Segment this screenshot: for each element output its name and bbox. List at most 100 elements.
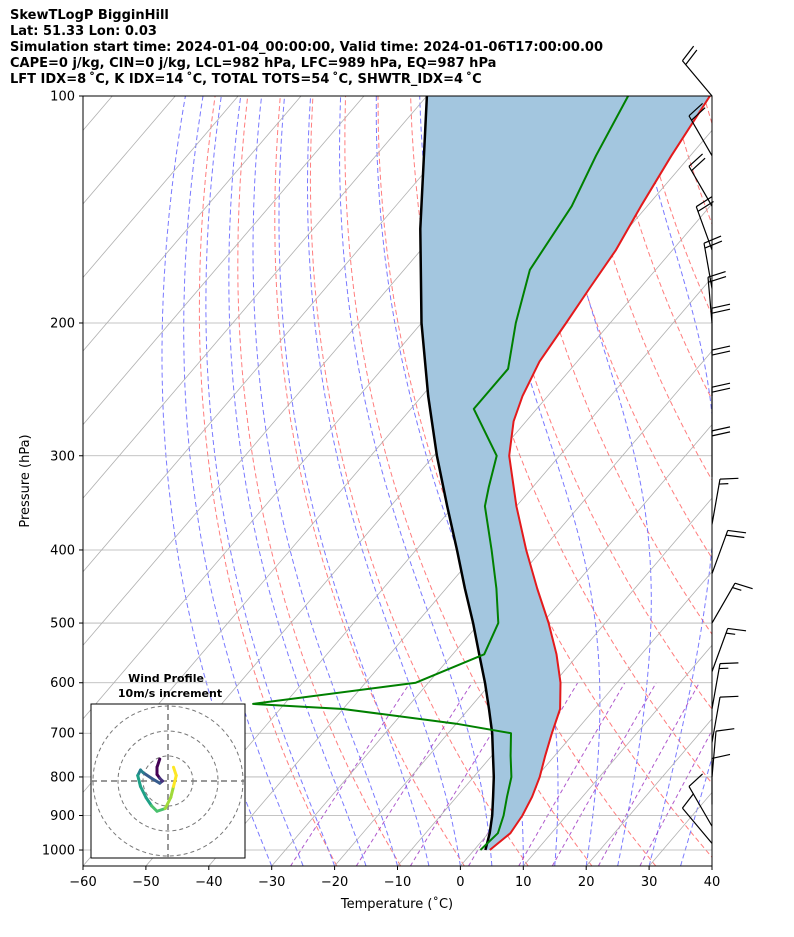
wind-barb: [711, 662, 739, 710]
moist-adiabat: [161, 96, 273, 866]
hodograph-segment: [150, 776, 162, 785]
wind-barb: [681, 793, 713, 844]
moist-adiabat: [711, 864, 712, 866]
barb-flag: [711, 303, 731, 309]
moist-adiabat: [542, 96, 652, 866]
barb-flag: [727, 529, 747, 534]
x-tick-label: 20: [578, 875, 595, 890]
dry-adiabat: [670, 96, 712, 226]
wind-barb: [707, 271, 727, 324]
barb-flag: [711, 387, 731, 393]
hodograph-subtitle: 10m/s increment: [118, 687, 222, 700]
barb-staff: [688, 786, 713, 827]
barb-flag: [681, 45, 695, 62]
mixing-ratio-line: [290, 682, 411, 866]
isotherm: [522, 644, 712, 866]
isotherm: [83, 96, 365, 426]
hodograph-content: [91, 704, 245, 858]
x-tick-label: 40: [704, 875, 721, 890]
barb-flag: [711, 308, 731, 314]
barb-flag: [691, 157, 706, 172]
isotherm: [83, 96, 239, 279]
hodograph-segment: [172, 765, 178, 777]
hodograph-title: Wind Profile: [128, 672, 204, 685]
x-tick-label: −60: [69, 875, 96, 890]
barb-staff: [707, 277, 713, 324]
wind-barb: [711, 582, 753, 624]
barb-flag: [734, 582, 753, 590]
barb-flag: [711, 431, 731, 437]
isotherm: [585, 718, 712, 866]
dry-adiabat: [475, 96, 712, 710]
barb-flag: [719, 662, 739, 665]
x-tick-label: −30: [258, 875, 285, 890]
y-axis-label: Pressure (hPa): [18, 434, 33, 527]
isotherm: [83, 96, 428, 499]
hodograph-segment: [169, 785, 175, 799]
moist-adiabat: [278, 96, 430, 866]
y-tick-label: 900: [50, 809, 75, 824]
barb-staff: [711, 731, 717, 778]
barb-staff: [711, 479, 721, 525]
barb-staff: [681, 60, 713, 97]
barb-flag: [681, 793, 695, 809]
wind-barb: [688, 773, 713, 827]
x-tick-label: −10: [384, 875, 411, 890]
wind-barb: [711, 426, 731, 477]
index-line: LFT IDX=8 ˚C, K IDX=14 ˚C, TOTAL TOTS=54…: [10, 72, 482, 87]
barb-flag: [703, 235, 722, 244]
cape-fill: [420, 96, 710, 850]
y-tick-label: 200: [50, 316, 75, 331]
dry-adiabat: [769, 96, 794, 866]
wind-barb: [711, 695, 739, 743]
dewpoint-line: [252, 96, 629, 851]
wind-barb: [711, 477, 739, 525]
x-tick-label: 0: [456, 875, 464, 890]
wind-barb: [711, 529, 747, 574]
isotherm: [271, 350, 712, 866]
moist-adiabat: [205, 96, 336, 866]
y-tick-label: 500: [50, 617, 75, 632]
dry-adiabat: [377, 96, 657, 866]
barb-flag: [727, 627, 747, 632]
hodograph-segment: [163, 796, 173, 810]
profile-lines: [252, 96, 711, 851]
x-tick-label: 30: [641, 875, 658, 890]
barb-flag: [688, 773, 703, 787]
wind-barb: [711, 627, 747, 672]
isotherm: [208, 276, 712, 866]
wind-barb: [711, 382, 731, 434]
isotherm: [460, 571, 712, 866]
mixing-ratio-line: [597, 682, 700, 866]
y-tick-label: 400: [50, 543, 75, 558]
wind-barb: [688, 102, 713, 157]
cape-line: CAPE=0 j/kg, CIN=0 j/kg, LCL=982 hPa, LF…: [10, 56, 497, 71]
moist-adiabat: [183, 96, 304, 866]
dry-adiabat: [344, 96, 593, 866]
dry-adiabat: [638, 96, 712, 317]
hodograph-segment: [136, 774, 142, 788]
isotherm: [334, 423, 712, 866]
axis-ticks: −60 −50 −40 −30 −20 −10 0 10 20 30 40 100 200 300 400 5…: [42, 90, 720, 891]
temperature-line: [489, 96, 711, 851]
barb-flag: [711, 345, 731, 351]
wind-barb: [681, 45, 713, 97]
y-tick-label: 100: [50, 90, 75, 105]
wind-barb: [695, 196, 714, 251]
x-tick-label: −20: [321, 875, 348, 890]
y-tick-label: 300: [50, 449, 75, 464]
barb-staff: [711, 663, 721, 710]
cape-area: [420, 96, 710, 850]
chart-title: SkewTLogP BigginHill: [10, 8, 169, 23]
wind-barb: [711, 303, 731, 355]
barb-half-flag: [732, 586, 742, 591]
dry-adiabat: [198, 96, 338, 866]
hodograph-segment: [172, 774, 178, 788]
hodograph-inset: Wind Profile 10m/s increment: [90, 672, 246, 859]
title-block: SkewTLogP BigginHill Lat: 51.33 Lon: 0.0…: [10, 8, 603, 88]
barb-flag: [695, 196, 713, 208]
barb-staff: [711, 628, 729, 672]
barb-flag: [711, 426, 731, 432]
barb-staff: [711, 530, 729, 574]
barb-flag: [685, 49, 698, 65]
